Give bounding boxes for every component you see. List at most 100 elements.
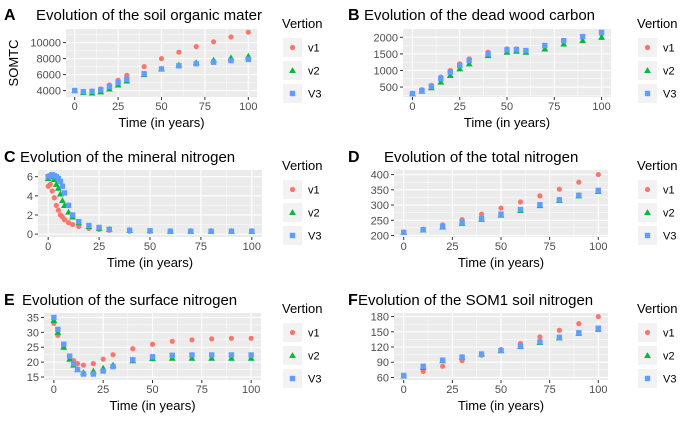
data-point: [193, 61, 199, 67]
x-tick-label: 100: [589, 241, 607, 253]
legend-label: v2: [663, 351, 675, 363]
data-point: [51, 314, 57, 321]
data-point: [595, 313, 601, 320]
legend: Vertion v1 v2 V3: [637, 158, 677, 245]
legend-label: v1: [308, 185, 320, 197]
y-tick-label: 400: [371, 170, 389, 182]
x-tick-label: 25: [93, 241, 105, 253]
data-point: [438, 76, 444, 82]
data-point: [189, 337, 195, 343]
data-point: [576, 321, 582, 327]
data-point: [59, 183, 66, 189]
data-point: [106, 226, 112, 233]
data-point: [485, 51, 491, 57]
data-point: [74, 366, 81, 373]
y-tick-label: 250: [371, 215, 389, 227]
data-point: [249, 228, 255, 234]
panel-e: 0 25 50 75 100 15 20 25 30 35 E Evolution of the su…: [4, 292, 322, 413]
data-point: [80, 371, 87, 377]
data-point: [595, 171, 601, 178]
data-point: [61, 190, 68, 196]
y-tick-label: 35: [27, 312, 39, 324]
data-point: [447, 69, 453, 75]
data-point: [188, 228, 194, 234]
data-point: [598, 33, 605, 40]
data-point: [149, 354, 156, 360]
data-point: [210, 39, 217, 45]
y-tick-label: 500: [380, 82, 398, 94]
data-point: [498, 211, 504, 217]
data-point: [579, 37, 587, 44]
data-point: [228, 335, 235, 341]
data-point: [158, 66, 165, 72]
data-point: [193, 44, 199, 50]
legend-key-marker: [644, 209, 651, 216]
data-point: [428, 83, 435, 90]
panel-letter: F: [348, 292, 358, 309]
legend-key-marker: [644, 90, 651, 97]
data-point: [96, 224, 102, 231]
data-point: [55, 326, 61, 333]
x-tick-label: 50: [501, 101, 513, 113]
data-point: [80, 89, 87, 95]
y-axis-label: SOMTC: [6, 40, 21, 87]
data-point: [420, 226, 426, 233]
legend-key-marker: [289, 209, 296, 216]
legend-label: V3: [308, 231, 321, 243]
legend-key-marker: [289, 44, 296, 51]
data-point: [556, 186, 562, 192]
data-point: [90, 361, 96, 367]
data-point: [409, 90, 416, 97]
data-point: [446, 72, 454, 78]
y-tick-label: 300: [371, 200, 389, 212]
data-point: [523, 47, 529, 54]
y-tick-label: 90: [377, 357, 389, 369]
x-tick-label: 25: [454, 101, 466, 113]
y-tick-label: 6000: [37, 70, 61, 82]
x-tick-label: 25: [97, 384, 109, 396]
legend-label: v2: [663, 208, 675, 220]
data-point: [517, 199, 524, 205]
legend-key-marker: [289, 90, 296, 97]
x-tick-label: 100: [239, 101, 257, 113]
legend-title: Vertion: [282, 301, 322, 316]
data-point: [124, 76, 130, 83]
legend-key-marker: [644, 329, 651, 336]
data-point: [69, 212, 76, 218]
y-tick-label: 4000: [37, 86, 61, 98]
x-axis-label: Time (in years): [458, 398, 544, 413]
data-point: [517, 206, 524, 213]
x-axis-label: Time (in years): [464, 115, 550, 130]
data-point: [561, 37, 567, 44]
data-point: [465, 60, 473, 67]
data-point: [57, 178, 64, 185]
legend-title: Vertion: [637, 301, 677, 316]
data-point: [576, 330, 582, 336]
data-point: [478, 211, 485, 217]
data-point: [61, 217, 68, 223]
y-tick-label: 180: [371, 312, 389, 324]
data-point: [110, 363, 116, 370]
data-point: [456, 65, 464, 72]
data-point: [576, 179, 582, 185]
x-axis-label: Time (in years): [109, 398, 195, 413]
data-point: [89, 88, 95, 95]
data-point: [86, 222, 92, 229]
data-point: [556, 327, 562, 333]
legend-label: V3: [663, 374, 676, 386]
legend-key-marker: [644, 67, 651, 74]
legend: Vertion v1 v2 V3: [282, 301, 322, 388]
panel-c: 0 25 50 75 100 0 2 4 6C Evolution of the mineral …: [4, 149, 322, 270]
legend-label: v1: [308, 43, 320, 55]
data-point: [54, 184, 62, 191]
x-axis-label: Time (in years): [118, 115, 204, 130]
data-point: [130, 357, 136, 363]
data-point: [440, 363, 446, 369]
y-tick-label: 8000: [37, 54, 61, 66]
legend-label: V3: [663, 89, 676, 101]
data-point: [167, 228, 174, 234]
data-point: [169, 352, 175, 358]
data-point: [437, 78, 445, 85]
data-point: [537, 334, 543, 340]
